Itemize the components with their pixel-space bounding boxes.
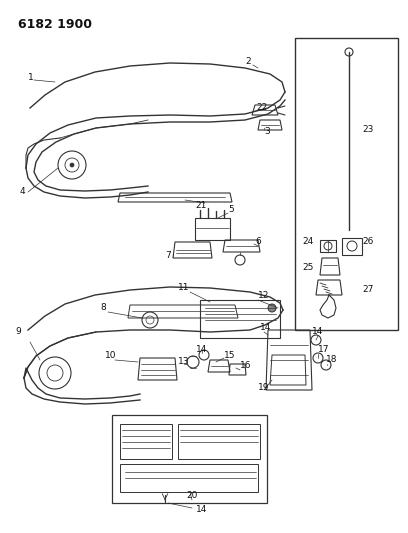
Text: 13: 13 bbox=[178, 358, 189, 367]
Text: 14: 14 bbox=[312, 327, 324, 336]
Text: 18: 18 bbox=[326, 356, 337, 365]
Text: 15: 15 bbox=[224, 351, 235, 359]
Text: 25: 25 bbox=[302, 263, 313, 272]
Text: 5: 5 bbox=[228, 206, 234, 214]
Circle shape bbox=[70, 163, 74, 167]
Text: 11: 11 bbox=[178, 284, 189, 293]
Text: 3: 3 bbox=[264, 127, 270, 136]
Text: 14: 14 bbox=[260, 324, 271, 333]
Bar bbox=[295, 38, 398, 330]
Text: 17: 17 bbox=[318, 345, 330, 354]
Text: 6: 6 bbox=[255, 238, 261, 246]
Circle shape bbox=[268, 304, 276, 312]
Text: 24: 24 bbox=[302, 238, 313, 246]
Bar bbox=[120, 424, 172, 459]
Text: 26: 26 bbox=[362, 238, 373, 246]
Bar bbox=[178, 424, 260, 459]
Bar bbox=[200, 300, 280, 338]
Text: 23: 23 bbox=[362, 125, 373, 134]
Text: 21: 21 bbox=[195, 200, 206, 209]
Text: 6182 1900: 6182 1900 bbox=[18, 18, 92, 31]
Text: 12: 12 bbox=[258, 292, 269, 301]
Bar bbox=[120, 464, 258, 492]
Text: 1: 1 bbox=[28, 74, 34, 83]
Text: 2: 2 bbox=[245, 58, 251, 67]
Text: 27: 27 bbox=[362, 286, 373, 295]
Text: 19: 19 bbox=[258, 384, 270, 392]
Text: 10: 10 bbox=[105, 351, 117, 360]
Bar bbox=[112, 415, 267, 503]
Text: 20: 20 bbox=[186, 491, 197, 500]
Text: 9: 9 bbox=[15, 327, 21, 336]
Text: 8: 8 bbox=[100, 303, 106, 312]
Text: 7: 7 bbox=[165, 252, 171, 261]
Text: 16: 16 bbox=[240, 361, 251, 370]
Text: 14: 14 bbox=[196, 345, 207, 354]
Text: 14: 14 bbox=[196, 505, 207, 514]
Text: 4: 4 bbox=[20, 188, 26, 197]
Text: 22: 22 bbox=[256, 103, 267, 112]
